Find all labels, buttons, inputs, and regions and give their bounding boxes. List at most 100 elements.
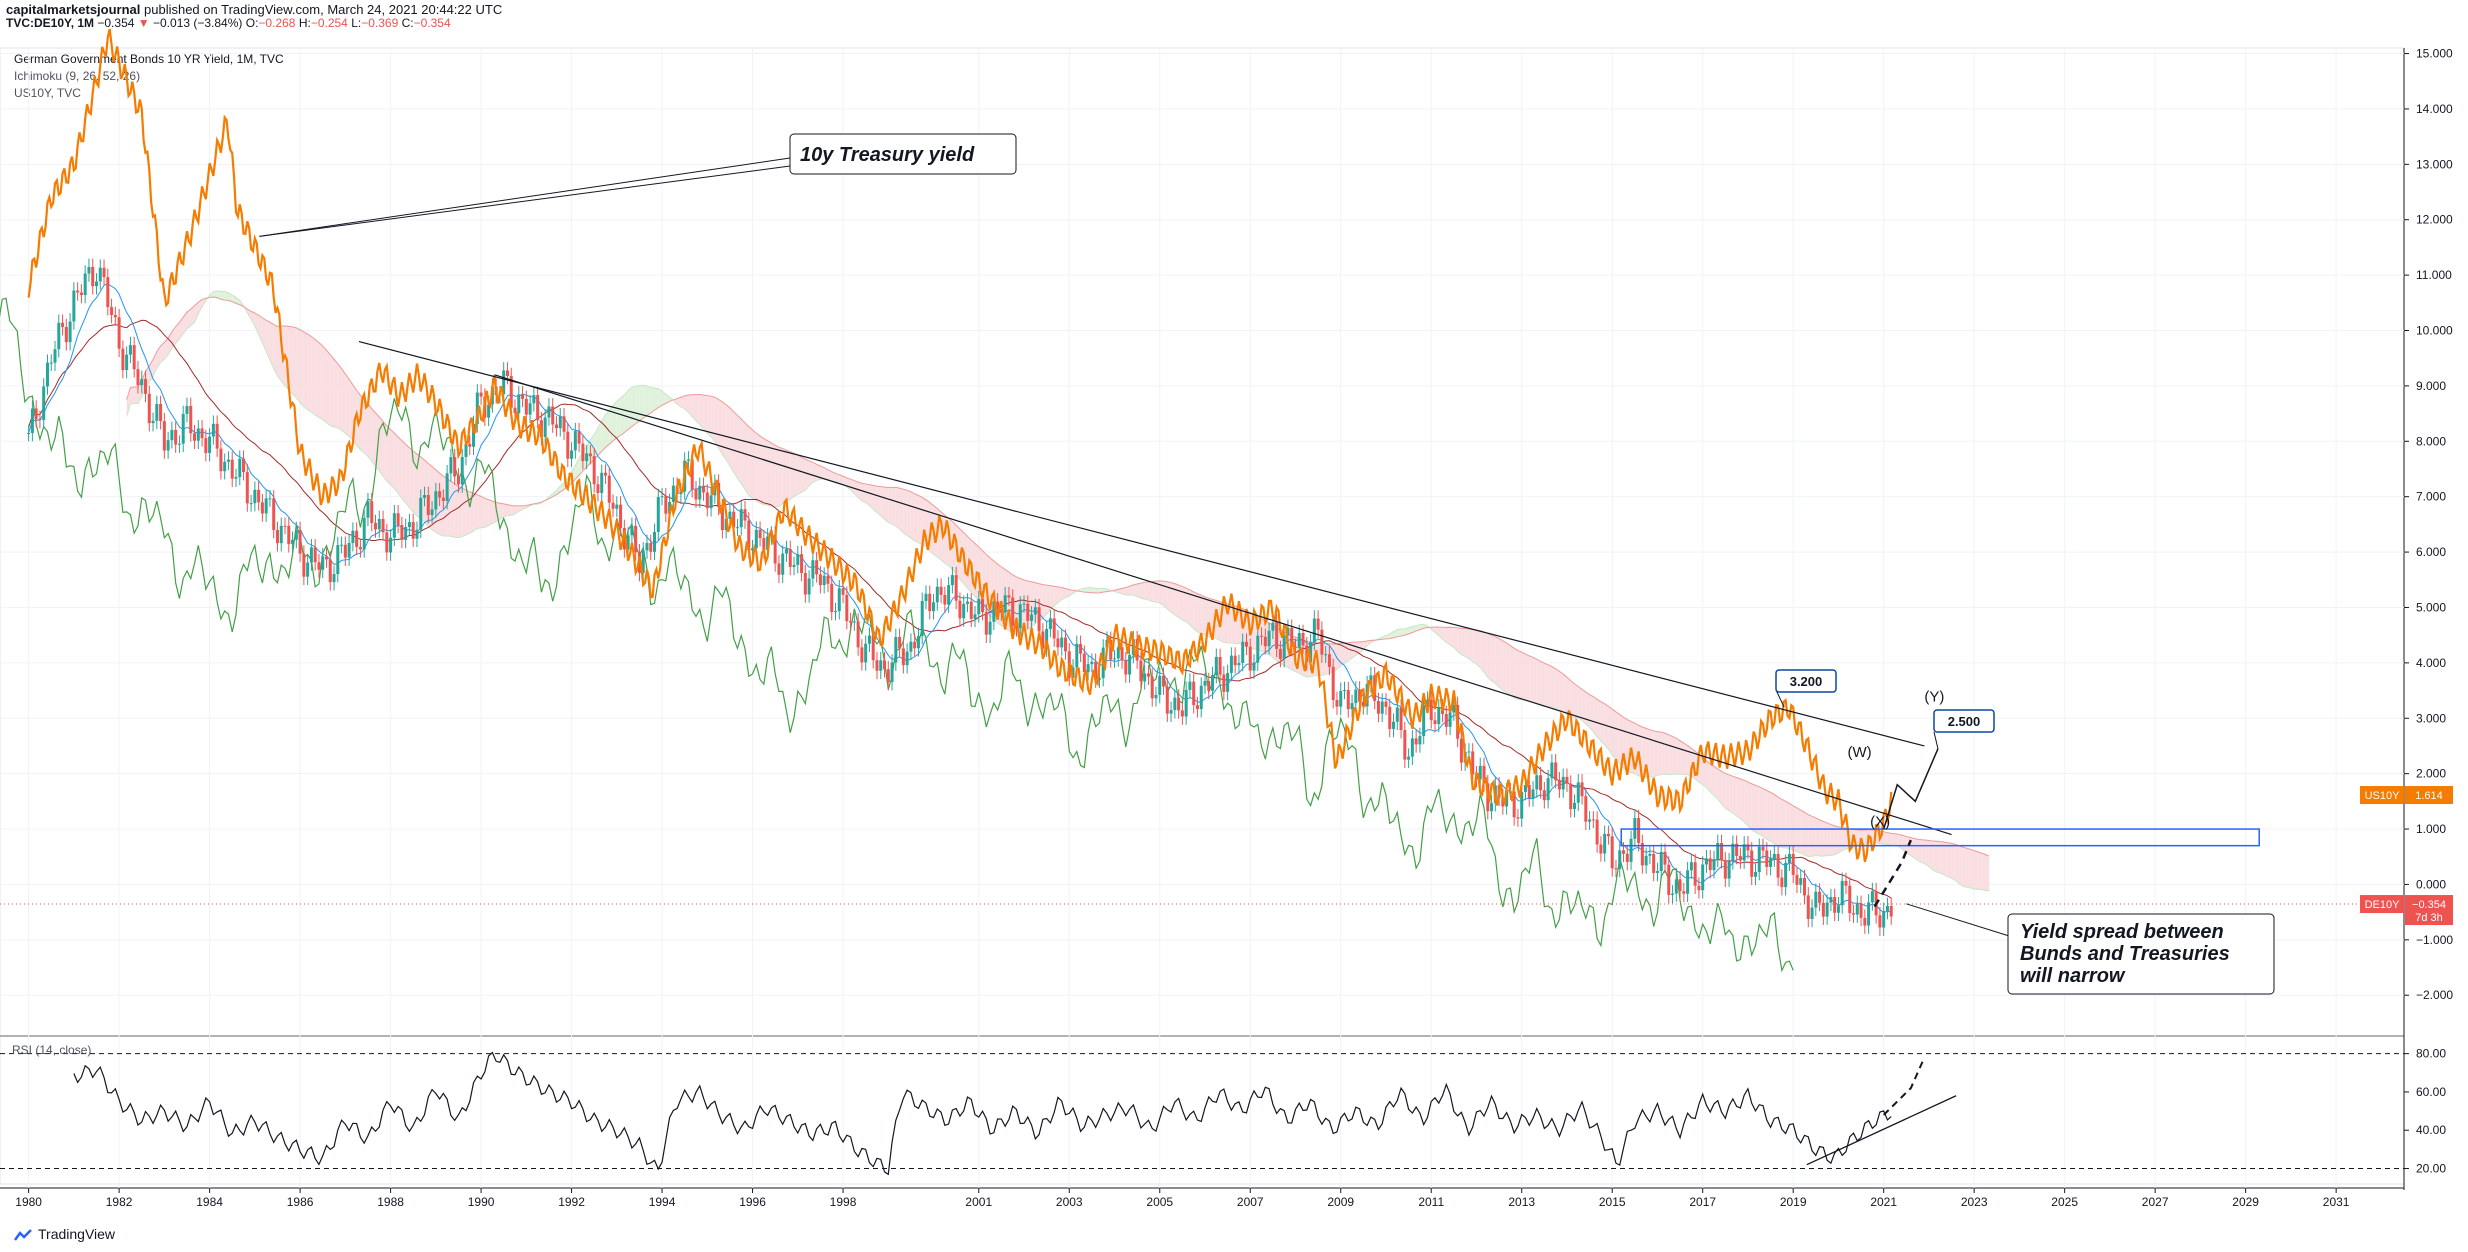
candle-body: [1833, 897, 1837, 913]
ichimoku-cloud-segment: [1842, 827, 1846, 851]
candle-body: [1327, 654, 1331, 667]
candle-body: [140, 379, 144, 386]
candle-body: [253, 489, 257, 504]
candle-body: [1018, 604, 1022, 629]
ichimoku-cloud-segment: [1502, 640, 1507, 693]
ichimoku-cloud-segment: [1344, 642, 1349, 664]
ichimoku-cloud-segment: [790, 451, 795, 500]
candle-body: [1505, 791, 1509, 807]
candle-body: [645, 543, 649, 551]
candle-body: [1048, 618, 1052, 629]
candle-body: [1060, 637, 1064, 648]
candle-body: [1836, 905, 1840, 913]
ichimoku-cloud-segment: [1468, 628, 1473, 662]
candle-body: [1863, 917, 1867, 926]
ichimoku-cloud-segment: [1099, 588, 1104, 593]
candle-body: [272, 498, 276, 531]
candle-body: [1007, 595, 1011, 598]
candle-body: [1678, 879, 1682, 892]
ichimoku-cloud-segment: [326, 350, 331, 426]
candle-body: [370, 501, 374, 524]
candle-body: [1094, 661, 1098, 680]
candle-body: [279, 525, 283, 544]
ichimoku-cloud-segment: [1570, 680, 1575, 718]
ichimoku-cloud-segment: [488, 499, 493, 526]
trendline: [358, 341, 1925, 747]
candle-body: [475, 392, 479, 425]
de10y-price-badge: [2405, 895, 2453, 926]
us10y-name-text: US10Y: [2365, 790, 2401, 802]
indicator-legend[interactable]: Ichimoku (9, 26, 52, 26): [14, 69, 141, 83]
ichimoku-cloud-segment: [1548, 664, 1552, 707]
ichimoku-cloud-segment: [1959, 845, 1963, 887]
ichimoku-cloud-segment: [1710, 763, 1715, 796]
candle-body: [64, 327, 68, 343]
candle-body: [1218, 656, 1222, 675]
candle-body: [735, 527, 739, 529]
candle-body: [434, 491, 438, 510]
candle-body: [1293, 646, 1297, 648]
candle-body: [800, 554, 804, 574]
candle-body: [268, 498, 272, 500]
ichimoku-cloud-segment: [1340, 642, 1345, 666]
ichimoku-cloud-segment: [711, 396, 715, 442]
ichimoku-cloud-segment: [1778, 797, 1782, 848]
ichimoku-cloud-segment: [635, 385, 640, 424]
ichimoku-cloud-segment: [1582, 689, 1586, 724]
overlay-legend[interactable]: US10Y, TVC: [14, 86, 81, 100]
candle-body: [513, 407, 517, 414]
ichimoku-cloud-segment: [552, 490, 557, 497]
candle-body: [879, 660, 883, 671]
candle-body: [1814, 891, 1818, 908]
rsi-tick-label: 40.00: [2416, 1123, 2446, 1137]
ichimoku-cloud-segment: [134, 386, 138, 404]
candle-body: [1346, 689, 1350, 710]
symbol-label: TVC:DE10Y, 1M: [6, 16, 95, 30]
candle-body: [38, 419, 42, 421]
x-tick-label: 2027: [2142, 1195, 2169, 1209]
ichimoku-cloud-segment: [1612, 709, 1616, 760]
candle-body: [121, 348, 125, 371]
ichimoku-cloud-segment: [1174, 583, 1179, 618]
ichimoku-cloud-segment: [760, 436, 764, 505]
ichimoku-cloud-segment: [303, 331, 308, 410]
ichimoku-cloud-segment: [1084, 587, 1089, 593]
ichimoku-cloud-segment: [1065, 588, 1070, 598]
ichimoku-cloud-segment: [767, 440, 772, 506]
ichimoku-cloud-segment: [850, 479, 855, 494]
candle-body: [1146, 673, 1150, 677]
ichimoku-cloud-segment: [507, 504, 512, 516]
candle-body: [294, 530, 298, 540]
tradingview-logo[interactable]: TradingView: [13, 1226, 115, 1242]
candle-body: [1278, 648, 1282, 659]
author-name[interactable]: capitalmarketsjournal: [6, 2, 141, 17]
candle-body: [1022, 603, 1026, 605]
candle-body: [385, 532, 389, 553]
y-tick-label: 8.000: [2416, 434, 2446, 448]
candle-body: [234, 477, 238, 479]
ichimoku-cloud-segment: [1796, 807, 1801, 853]
ichimoku-cloud-segment: [643, 385, 647, 419]
ichimoku-cloud-segment: [1891, 833, 1895, 846]
rsi-projection-dashed: [1882, 1057, 1926, 1116]
candle-body: [166, 440, 170, 451]
x-tick-label: 2007: [1237, 1195, 1264, 1209]
x-tick-label: 1986: [287, 1195, 314, 1209]
candle-body: [298, 530, 302, 554]
candle-body: [1859, 903, 1863, 918]
candle-body: [1052, 618, 1056, 639]
candle-body: [1414, 738, 1418, 745]
candle-body: [223, 461, 227, 472]
candle-body: [588, 453, 592, 457]
symbol-line: TVC:DE10Y, 1M −0.354 ▼ −0.013 (−3.84%) O…: [6, 16, 451, 30]
y-tick-label: 0.000: [2416, 877, 2446, 891]
candle-body: [1769, 858, 1773, 867]
rsi-label: RSI (14, close): [12, 1043, 92, 1057]
candle-body: [766, 536, 770, 551]
ichimoku-cloud-segment: [126, 387, 131, 417]
candle-body: [249, 503, 253, 505]
candle-body: [1429, 699, 1433, 721]
candle-body: [177, 443, 181, 445]
ichimoku-cloud-segment: [1476, 630, 1481, 668]
